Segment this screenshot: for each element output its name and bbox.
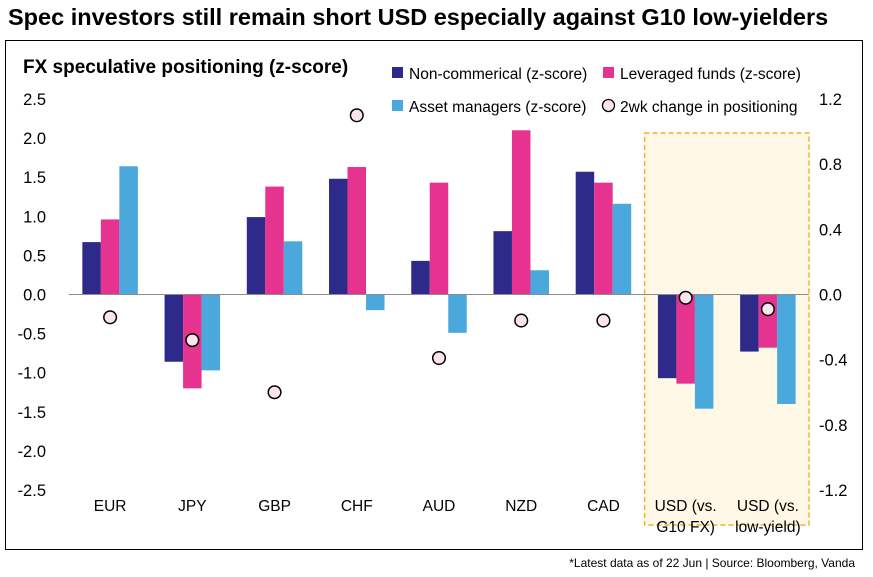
legend-2wk-change-swatch	[601, 98, 616, 113]
chart-frame: 2.5 2.0 1.5 1.0 0.5 0.0 -0.5 -1.0 -1.5 -2.0 -2.5 1.…	[5, 40, 863, 550]
marker-2wk-change-2	[267, 385, 282, 400]
plot-title: FX speculative positioning (z-score)	[23, 57, 348, 78]
bar-asset-0	[119, 166, 138, 295]
category-label: CAD	[587, 498, 620, 515]
legend-leveraged-label: Leveraged funds (z-score)	[620, 66, 801, 83]
bar-asset-4	[448, 294, 467, 333]
marker-2wk-change-8	[760, 302, 775, 317]
left-tick-label: 2.0	[23, 130, 46, 148]
marker-2wk-change-0	[103, 310, 118, 325]
bar-asset-7	[694, 294, 714, 409]
bar-asset-6	[612, 203, 632, 295]
marker-2wk-change-3	[349, 108, 364, 123]
footnote: *Latest data as of 22 Jun | Source: Bloo…	[569, 556, 855, 570]
category-label: USD (vs.	[737, 498, 799, 515]
category-label: AUD	[423, 498, 456, 515]
category-label: GBP	[258, 498, 291, 515]
right-tick-label: -0.8	[819, 417, 847, 435]
left-tick-label: -2.5	[18, 482, 46, 500]
left-tick-label: -1.0	[18, 365, 46, 383]
bar-non-commerical-8	[740, 294, 759, 352]
right-tick-label: -1.2	[819, 482, 847, 500]
bar-asset-5	[530, 270, 549, 295]
bar-non-commerical-5	[493, 231, 512, 295]
bar-leveraged-7	[676, 294, 695, 384]
bar-leveraged-5	[511, 130, 531, 295]
left-tick-label: -0.5	[18, 326, 46, 344]
bar-leveraged-0	[100, 219, 120, 295]
marker-2wk-change-4	[431, 350, 447, 366]
bar-asset-1	[201, 294, 221, 371]
category-label: JPY	[178, 498, 206, 515]
right-tick-label: 0.8	[819, 156, 842, 174]
right-tick-label: 0.0	[819, 287, 842, 305]
legend-noncommercial-swatch	[392, 67, 403, 78]
legend-asset-managers-label: Asset managers (z-score)	[409, 99, 586, 116]
bar-non-commerical-1	[164, 294, 184, 362]
legend-noncommercial-label: Non-commerical (z-score)	[409, 66, 587, 83]
legend-leveraged: Leveraged funds (z-score)	[603, 66, 801, 83]
legend-asset-managers: Asset managers (z-score)	[392, 99, 586, 116]
left-tick-label: 1.0	[23, 208, 46, 226]
bar-non-commerical-2	[246, 217, 266, 295]
bar-non-commerical-3	[329, 178, 348, 295]
marker-2wk-change-1	[185, 333, 200, 348]
marker-2wk-change-5	[514, 313, 529, 328]
legend-noncommercial: Non-commerical (z-score)	[392, 66, 587, 83]
left-tick-label: 1.5	[23, 169, 46, 187]
category-label: NZD	[505, 498, 537, 515]
legend-2wk-change-label: 2wk change in positioning	[620, 99, 798, 116]
marker-2wk-change-6	[596, 313, 611, 328]
bar-asset-2	[283, 241, 303, 295]
category-label: low-yield)	[735, 519, 800, 536]
bar-non-commerical-6	[575, 171, 595, 295]
bar-leveraged-6	[594, 182, 613, 295]
chart-title: Spec investors still remain short USD es…	[8, 4, 829, 30]
chart-canvas: 2.5 2.0 1.5 1.0 0.5 0.0 -0.5 -1.0 -1.5 -2.0 -2.5 1.…	[18, 57, 848, 536]
bar-leveraged-2	[265, 186, 284, 295]
bar-leveraged-4	[429, 182, 449, 295]
category-label: CHF	[341, 498, 373, 515]
marker-2wk-change-7	[678, 290, 693, 305]
left-tick-label: 0.5	[23, 247, 46, 265]
category-label: G10 FX)	[656, 519, 715, 536]
bar-leveraged-3	[347, 167, 367, 295]
bar-asset-8	[777, 294, 796, 404]
left-tick-label: 0.0	[23, 287, 46, 305]
category-label: USD (vs.	[655, 498, 717, 515]
bar-non-commerical-4	[411, 260, 430, 295]
left-tick-label: -2.0	[18, 443, 46, 461]
bar-non-commerical-7	[657, 294, 677, 379]
left-tick-label: -1.5	[18, 404, 46, 422]
legend-asset-managers-swatch	[392, 100, 403, 111]
bar-asset-3	[366, 294, 385, 311]
right-tick-label: 1.2	[819, 91, 842, 109]
right-tick-label: -0.4	[819, 352, 847, 370]
category-label: EUR	[94, 498, 127, 515]
legend-leveraged-swatch	[603, 67, 614, 78]
bar-non-commerical-0	[82, 242, 101, 295]
left-tick-label: 2.5	[23, 91, 46, 109]
right-tick-label: 0.4	[819, 221, 842, 239]
legend-2wk-change: 2wk change in positioning	[601, 98, 798, 116]
